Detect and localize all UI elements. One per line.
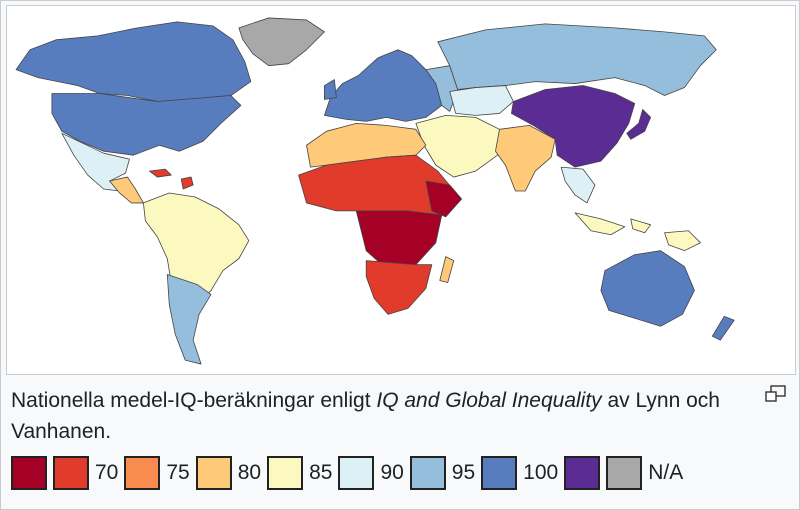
legend-item: 80 xyxy=(195,456,267,490)
caption-prefix: Nationella medel-IQ-beräkningar enligt xyxy=(11,389,377,412)
region-greenland xyxy=(238,17,325,67)
legend-label: 90 xyxy=(380,461,404,484)
region-russia xyxy=(437,23,717,96)
legend-label: 70 xyxy=(95,461,119,484)
legend-item: N/A xyxy=(606,456,689,490)
region-central-africa xyxy=(355,210,443,269)
region-japan xyxy=(626,109,652,140)
region-horn-africa xyxy=(425,180,463,218)
region-usa xyxy=(51,93,242,156)
region-south-america xyxy=(143,192,250,305)
legend-item: 85 xyxy=(267,456,338,490)
legend-item xyxy=(11,456,53,490)
legend-label: N/A xyxy=(648,461,684,484)
world-map[interactable] xyxy=(6,5,796,375)
legend-swatch xyxy=(409,456,446,490)
legend-item: 90 xyxy=(338,456,409,490)
legend-label: 100 xyxy=(523,461,559,484)
caption-book-title: IQ and Global Inequality xyxy=(376,389,602,412)
region-canada xyxy=(15,21,252,102)
legend-item: 75 xyxy=(124,456,195,490)
region-east-asia xyxy=(511,85,636,168)
legend-swatch xyxy=(11,456,47,490)
region-central-asia xyxy=(449,85,514,116)
region-australia xyxy=(600,250,695,327)
legend-swatch xyxy=(606,456,643,490)
map-caption: Nationella medel-IQ-beräkningar enligt I… xyxy=(11,385,741,447)
legend-label: 95 xyxy=(451,461,476,484)
region-southern-cone xyxy=(166,274,212,365)
legend-item: 100 xyxy=(481,456,564,490)
region-south-asia xyxy=(495,124,556,192)
region-southern-africa xyxy=(365,260,433,315)
region-middle-east xyxy=(415,115,500,178)
region-uk xyxy=(324,79,337,100)
legend-swatch xyxy=(338,456,375,490)
legend-item: 95 xyxy=(409,456,481,490)
region-new-zealand xyxy=(711,315,735,341)
region-southeast-asia xyxy=(560,166,596,204)
legend-item: 70 xyxy=(53,456,124,490)
caption-suffix: av Lynn och Vanhanen. xyxy=(11,389,720,443)
region-europe xyxy=(324,49,443,122)
legend-label: 85 xyxy=(309,461,333,484)
map-legend: 70 75 80 85 90 95 100 N/A xyxy=(11,453,689,493)
legend-item xyxy=(564,456,606,490)
legend-swatch xyxy=(195,456,232,490)
magnify-icon[interactable] xyxy=(765,385,787,403)
region-madagascar xyxy=(439,256,455,283)
legend-swatch xyxy=(564,456,601,490)
region-caribbean xyxy=(148,168,194,190)
legend-swatch xyxy=(481,456,518,490)
legend-label: 75 xyxy=(166,461,190,484)
legend-swatch xyxy=(53,456,89,490)
legend-swatch xyxy=(267,456,304,490)
region-new-guinea xyxy=(664,230,701,252)
region-indonesia xyxy=(574,212,652,236)
legend-label: 80 xyxy=(237,461,262,484)
legend-swatch xyxy=(124,456,161,490)
